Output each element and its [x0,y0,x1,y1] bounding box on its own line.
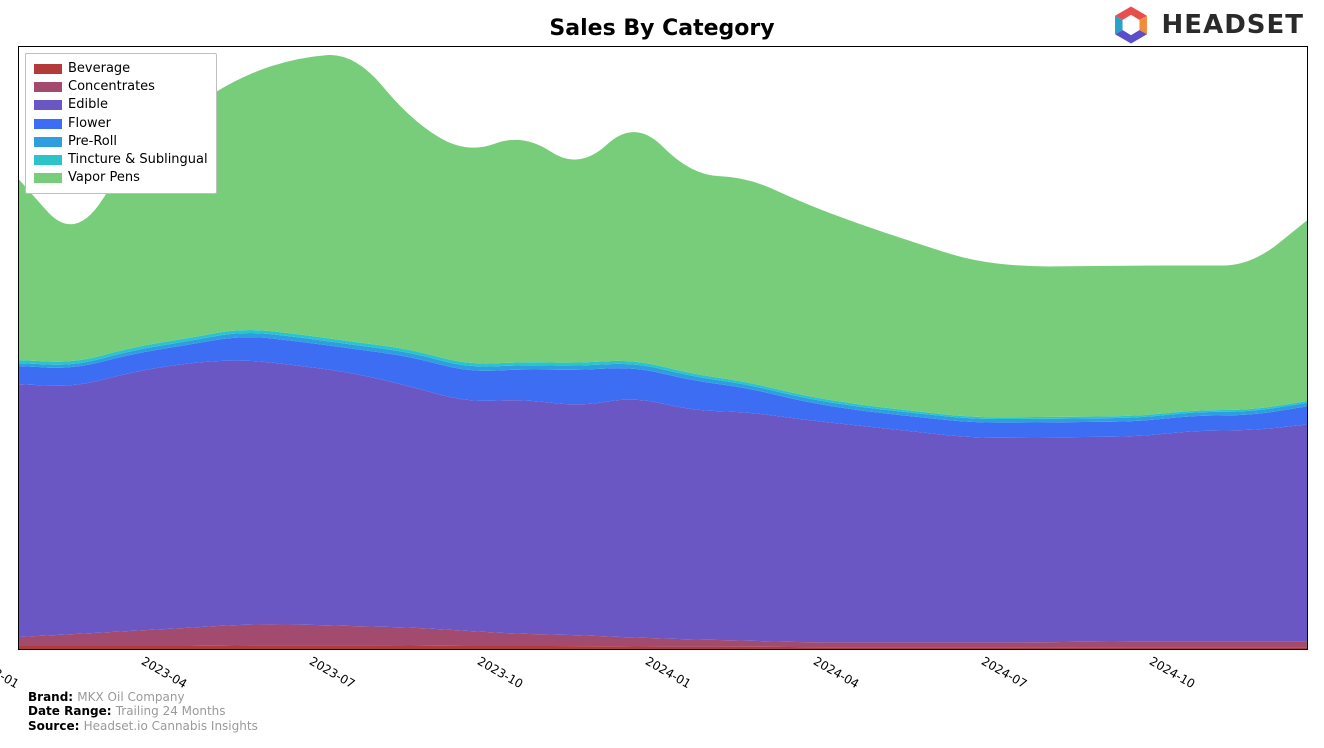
x-tick-label: 2024-01 [643,654,693,691]
legend-label: Pre-Roll [68,133,117,151]
meta-row: Brand: MKX Oil Company [28,690,258,704]
headset-logo-text: HEADSET [1162,10,1304,40]
x-tick-label: 2023-07 [307,654,357,691]
meta-label: Source: [28,719,84,733]
legend-swatch [34,173,62,183]
x-tick-label: 2024-10 [1147,654,1197,691]
legend-item: Beverage [34,60,208,78]
meta-value: Headset.io Cannabis Insights [84,719,258,733]
legend-swatch [34,155,62,165]
x-tick-label: 2023-01 [0,654,21,691]
legend-label: Beverage [68,60,130,78]
stacked-area-chart: BeverageConcentratesEdibleFlowerPre-Roll… [18,46,1308,650]
meta-row: Source: Headset.io Cannabis Insights [28,719,258,733]
x-tick-label: 2023-04 [139,654,189,691]
legend-item: Tincture & Sublingual [34,151,208,169]
legend-label: Edible [68,96,108,114]
meta-value: MKX Oil Company [77,690,184,704]
legend-item: Vapor Pens [34,169,208,187]
meta-value: Trailing 24 Months [116,704,226,718]
headset-logo: HEADSET [1110,4,1304,46]
legend: BeverageConcentratesEdibleFlowerPre-Roll… [25,53,217,194]
meta-label: Brand: [28,690,77,704]
meta-row: Date Range: Trailing 24 Months [28,704,258,718]
x-tick-label: 2024-07 [979,654,1029,691]
legend-swatch [34,82,62,92]
headset-logo-icon [1110,4,1152,46]
legend-swatch [34,64,62,74]
chart-metadata: Brand: MKX Oil CompanyDate Range: Traili… [28,690,258,733]
legend-swatch [34,119,62,129]
legend-label: Concentrates [68,78,155,96]
meta-label: Date Range: [28,704,116,718]
legend-label: Tincture & Sublingual [68,151,208,169]
x-tick-label: 2024-04 [811,654,861,691]
legend-label: Vapor Pens [68,169,140,187]
legend-item: Pre-Roll [34,133,208,151]
legend-swatch [34,137,62,147]
legend-item: Concentrates [34,78,208,96]
legend-item: Edible [34,96,208,114]
x-tick-label: 2023-10 [475,654,525,691]
legend-swatch [34,100,62,110]
legend-label: Flower [68,115,111,133]
legend-item: Flower [34,115,208,133]
